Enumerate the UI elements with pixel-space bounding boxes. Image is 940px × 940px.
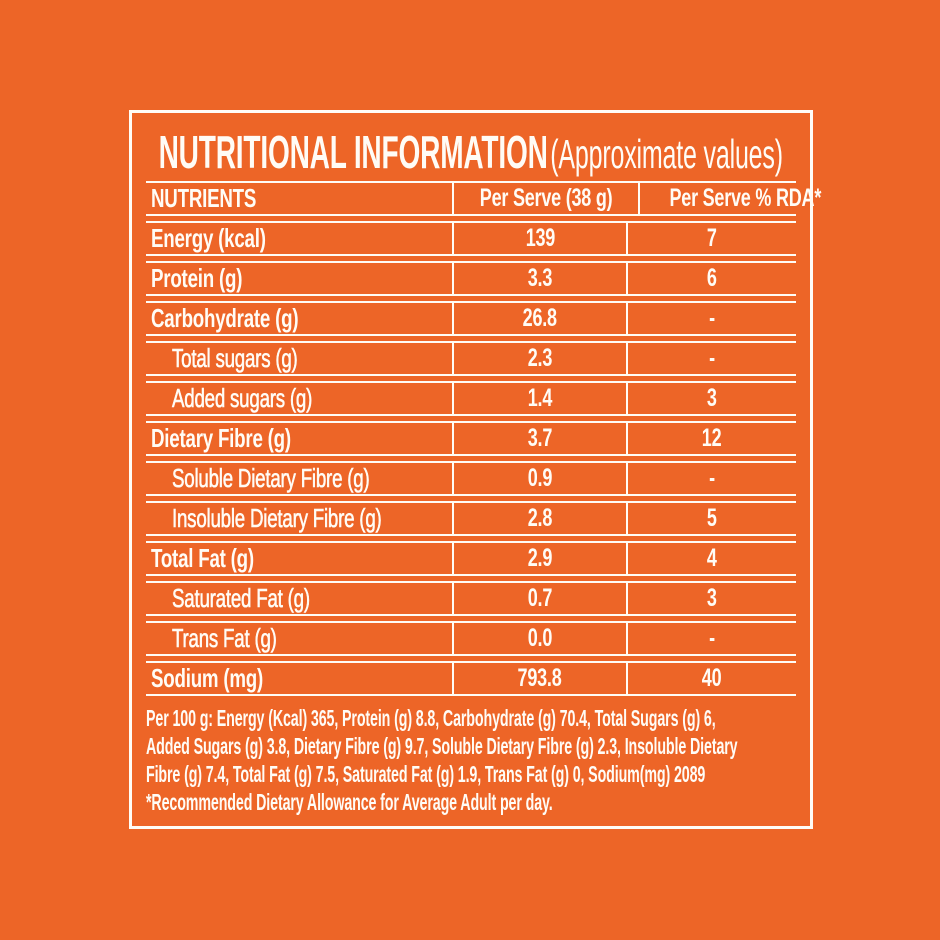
rda-value: 5 [707, 504, 717, 532]
rda-value: 6 [707, 264, 717, 292]
nutrient-label: Protein (g) [151, 263, 243, 293]
rda-value: 12 [702, 424, 722, 452]
nutrition-panel: NUTRITIONAL INFORMATION (Approximate val… [129, 110, 822, 829]
table-row: Insoluble Dietary Fibre (g) 2.8 5 [146, 501, 796, 536]
footer-line: Added Sugars (g) 3.8, Dietary Fibre (g) … [146, 733, 738, 759]
page-title: NUTRITIONAL INFORMATION (Approximate val… [146, 123, 796, 181]
rda-value: 4 [707, 544, 717, 572]
table-row: Energy (kcal) 139 7 [146, 221, 796, 256]
nutrition-table: NUTRIENTS Per Serve (38 g) Per Serve % R… [146, 181, 822, 696]
table-row: Soluble Dietary Fibre (g) 0.9 - [146, 461, 796, 496]
column-header-per-serve-rda: Per Serve % RDA* [669, 184, 822, 212]
column-header-nutrients: NUTRIENTS [151, 183, 257, 213]
table-row: Trans Fat (g) 0.0 - [146, 621, 796, 656]
nutrient-label: Added sugars (g) [172, 383, 313, 413]
table-row: Protein (g) 3.3 6 [146, 261, 796, 296]
nutrient-label: Dietary Fibre (g) [151, 423, 291, 453]
per-serve-value: 2.8 [452, 503, 628, 534]
rda-value: - [709, 624, 715, 652]
per-serve-value: 3.3 [452, 263, 628, 294]
nutrient-label: Carbohydrate (g) [151, 303, 299, 333]
per-serve-value: 2.3 [452, 343, 628, 374]
title-sub: (Approximate values) [550, 131, 784, 177]
per-serve-value: 1.4 [452, 383, 628, 414]
nutrient-label: Total Fat (g) [151, 543, 254, 573]
table-row: Saturated Fat (g) 0.7 3 [146, 581, 796, 616]
column-header-per-serve: Per Serve (38 g) [452, 183, 641, 214]
table-row: Total sugars (g) 2.3 - [146, 341, 796, 376]
per-100g-note: Per 100 g: Energy (Kcal) 365, Protein (g… [146, 704, 796, 816]
table-row: Carbohydrate (g) 26.8 - [146, 301, 796, 336]
nutrient-label: Sodium (mg) [151, 663, 264, 693]
nutrient-label: Total sugars (g) [172, 343, 298, 373]
nutrient-label: Trans Fat (g) [172, 623, 277, 653]
rda-value: 3 [707, 584, 717, 612]
rda-value: - [709, 464, 715, 492]
nutrient-label: Insoluble Dietary Fibre (g) [172, 503, 382, 533]
table-row: Added sugars (g) 1.4 3 [146, 381, 796, 416]
title-main: NUTRITIONAL INFORMATION [158, 126, 548, 178]
rda-value: 7 [707, 224, 717, 252]
per-serve-value: 3.7 [452, 423, 628, 454]
rda-value: - [709, 344, 715, 372]
per-serve-value: 793.8 [452, 663, 628, 694]
table-row: Sodium (mg) 793.8 40 [146, 661, 796, 696]
per-serve-value: 2.9 [452, 543, 628, 574]
table-header-row: NUTRIENTS Per Serve (38 g) Per Serve % R… [146, 181, 822, 216]
rda-value: - [709, 304, 715, 332]
per-serve-value: 0.0 [452, 623, 628, 654]
per-serve-value: 0.9 [452, 463, 628, 494]
rda-value: 3 [707, 384, 717, 412]
nutrient-label: Energy (kcal) [151, 223, 266, 253]
nutrient-label: Soluble Dietary Fibre (g) [172, 463, 370, 493]
footer-line: Fibre (g) 7.4, Total Fat (g) 7.5, Satura… [146, 761, 706, 787]
nutrient-label: Saturated Fat (g) [172, 583, 310, 613]
rda-footnote: *Recommended Dietary Allowance for Avera… [146, 789, 553, 815]
footer-line: Per 100 g: Energy (Kcal) 365, Protein (g… [146, 705, 716, 731]
rda-value: 40 [702, 664, 722, 692]
table-row: Dietary Fibre (g) 3.7 12 [146, 421, 796, 456]
per-serve-value: 26.8 [452, 303, 628, 334]
per-serve-value: 139 [452, 223, 628, 254]
table-row: Total Fat (g) 2.9 4 [146, 541, 796, 576]
per-serve-value: 0.7 [452, 583, 628, 614]
